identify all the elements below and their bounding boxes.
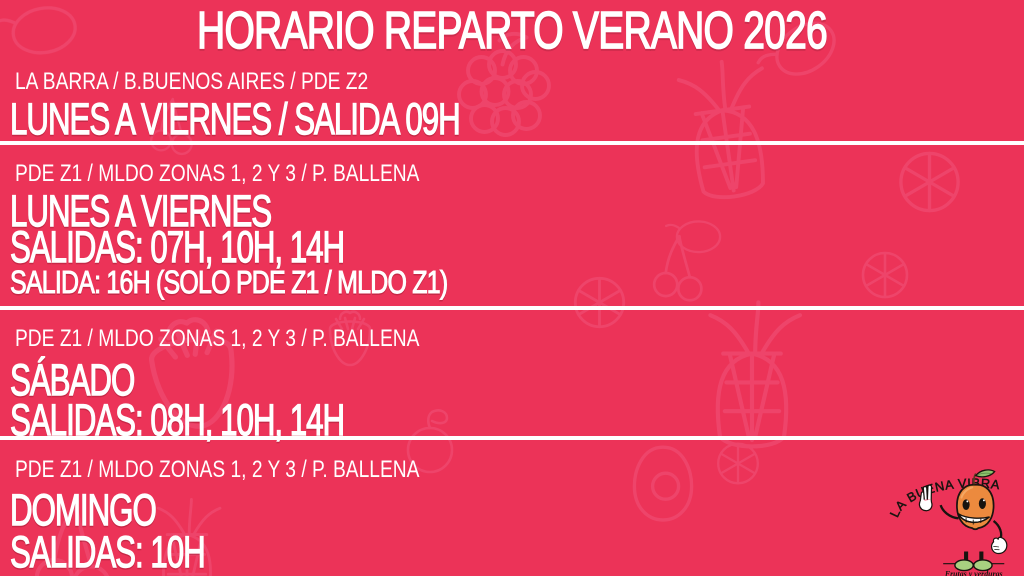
- svg-text:Frutas y verduras: Frutas y verduras: [945, 569, 1003, 576]
